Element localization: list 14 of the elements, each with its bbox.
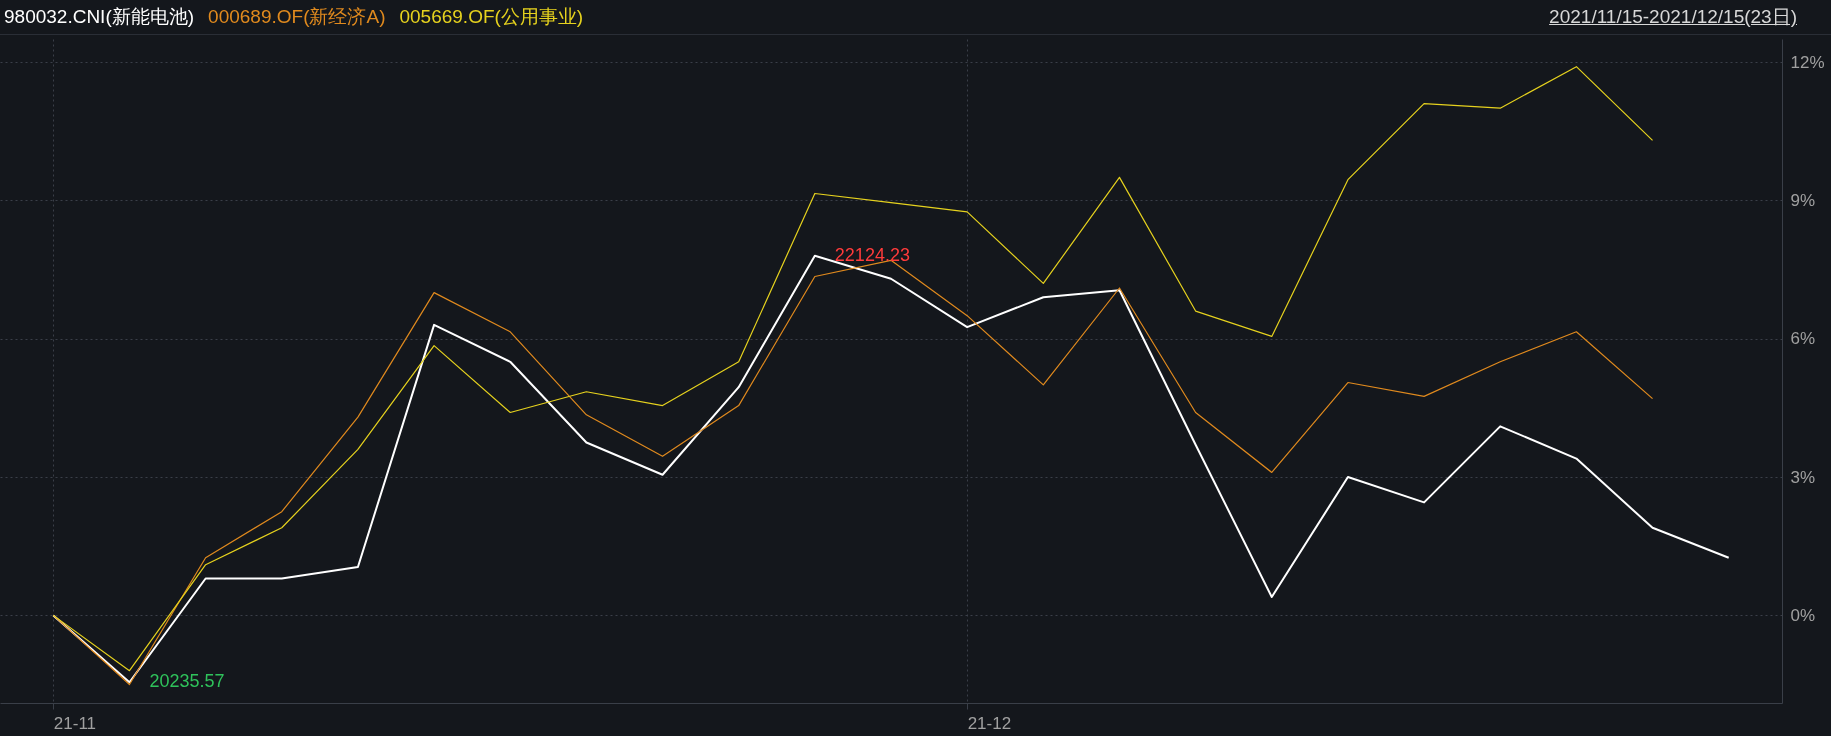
y-tick-label: 0%: [1790, 605, 1816, 625]
y-tick-label: 3%: [1790, 467, 1816, 487]
text: 005669.OF(公用事业): [399, 6, 584, 27]
chart-subtitle: 2021/11/15-2021/12/15(23日): [1549, 5, 1797, 29]
annotation: 20235.57: [149, 671, 225, 692]
annotation: 22124.23: [834, 244, 910, 265]
text: 980032.CNI(新能电池): [4, 6, 195, 27]
x-tick-label: 21-12: [967, 713, 1012, 733]
text: 000689.OF(新经济A): [208, 6, 386, 27]
y-tick-label: 9%: [1790, 190, 1816, 210]
y-tick-label: 12%: [1790, 52, 1825, 72]
line-series: [52, 66, 1654, 672]
y-tick-label: 6%: [1790, 329, 1816, 349]
x-tick-label: 21-11: [53, 713, 97, 733]
